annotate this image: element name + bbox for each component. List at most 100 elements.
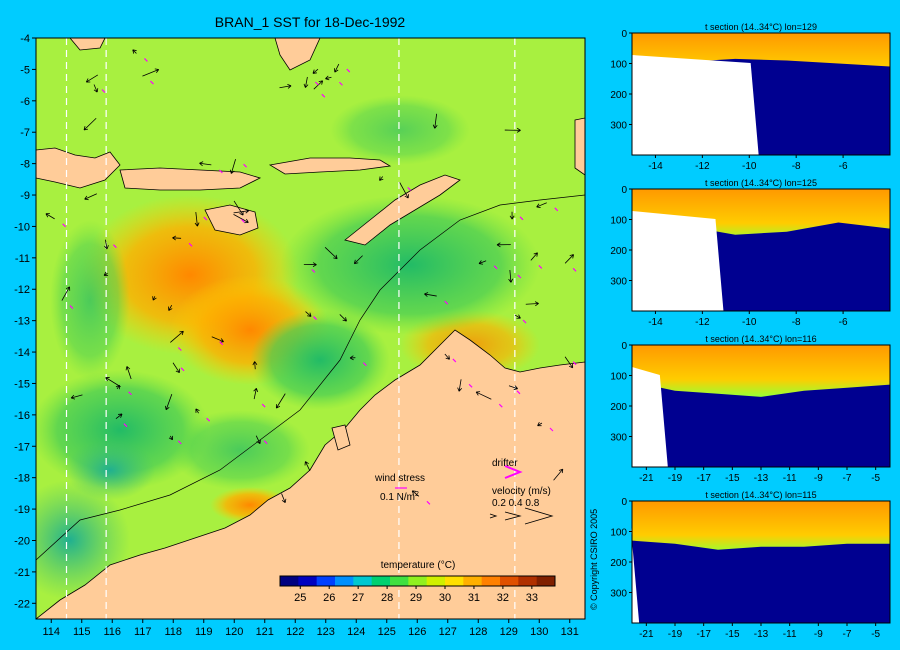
lat-tick-label: -6 xyxy=(839,317,848,328)
lon-tick-label: 124 xyxy=(347,626,365,638)
wind-stress-mark xyxy=(516,390,521,395)
colorbar-segment xyxy=(353,576,373,586)
lat-tick-label: -10 xyxy=(742,161,757,172)
lat-tick-label: -17 xyxy=(14,441,30,453)
colorbar-segment xyxy=(280,576,299,586)
lat-tick-label: -6 xyxy=(839,161,848,172)
wind-stress-mark xyxy=(339,81,343,86)
land-island xyxy=(69,38,106,51)
colorbar-segment xyxy=(536,576,556,586)
velocity-arrow xyxy=(45,213,55,220)
velocity-arrow xyxy=(229,159,236,174)
colorbar-segment xyxy=(390,576,409,586)
lat-axis: -4 -5 -6 -7 -8 -9 -10 -11 -12 -13 -14 -15 -16 -17 -18 -… xyxy=(14,33,36,610)
wind-stress-mark xyxy=(538,264,543,269)
map-frame xyxy=(35,37,586,620)
velocity-arrow xyxy=(142,68,160,77)
lat-tick-label: -21 xyxy=(639,473,654,484)
velocity-arrow xyxy=(312,68,319,74)
lon-tick-label: 119 xyxy=(195,626,213,638)
velocity-arrow xyxy=(508,385,518,390)
depth-tick-label: 200 xyxy=(610,402,627,413)
velocity-arrow xyxy=(168,304,173,311)
colorbar-segment xyxy=(481,576,501,586)
velocity-arrow xyxy=(168,435,174,441)
colorbar-segment xyxy=(426,576,446,586)
velocity-arrow xyxy=(325,75,332,81)
colorbar-segment xyxy=(518,576,538,586)
cool-patch xyxy=(280,195,540,335)
map-title: BRAN_1 SST for 18-Dec-1992 xyxy=(215,14,406,30)
colorbar-tick-label: 29 xyxy=(410,592,422,604)
sst-map: 114 115 116 117 118 119 120 121 122 123 124 125 126 1… xyxy=(14,33,586,638)
lat-tick-label: -12 xyxy=(14,284,30,296)
velocity-arrow xyxy=(339,314,347,322)
velocity-arrow xyxy=(105,377,121,388)
lat-tick-label: -11 xyxy=(783,629,797,640)
velocity-arrow xyxy=(564,356,574,369)
depth-tick-label: 0 xyxy=(621,497,627,508)
section-land xyxy=(631,523,640,623)
velocity-arrow xyxy=(509,211,515,220)
velocity-arrow xyxy=(514,314,521,319)
wind-stress-mark xyxy=(468,383,473,388)
lon-tick-label: 120 xyxy=(225,626,243,638)
wind-stress-mark xyxy=(180,367,185,372)
wind-stress-mark xyxy=(314,81,319,86)
wind-stress-mark xyxy=(177,347,182,351)
lat-tick-label: -13 xyxy=(14,316,30,328)
lat-tick-label: -19 xyxy=(668,473,683,484)
colorbar-tick-label: 25 xyxy=(294,592,306,604)
colorbar-tick-label: 27 xyxy=(352,592,364,604)
velocity-arrow xyxy=(164,393,173,411)
lat-tick-label: -11 xyxy=(15,253,30,265)
colorbar-segment xyxy=(463,576,483,586)
velocity-arrow xyxy=(85,74,99,83)
wind-stress-mark xyxy=(407,187,412,191)
land-island xyxy=(331,424,351,451)
velocity-arrow xyxy=(70,394,83,400)
wind-stress-mark xyxy=(313,316,317,320)
wind-stress-mark xyxy=(311,268,316,273)
velocity-arrow xyxy=(424,292,437,297)
lat-tick-label: -15 xyxy=(725,473,740,484)
colorbar-tick-label: 28 xyxy=(381,592,393,604)
lat-tick-label: -5 xyxy=(20,64,30,76)
wind-stress-mark xyxy=(261,403,266,408)
wind-stress-mark xyxy=(519,216,524,221)
lat-tick-label: -12 xyxy=(695,161,710,172)
velocity-arrow xyxy=(324,247,338,260)
copyright: © Copyright CSIRO 2005 xyxy=(589,509,599,610)
velocity-arrow xyxy=(536,202,547,208)
wind-stress-mark xyxy=(128,391,132,396)
lat-tick-label: -14 xyxy=(648,317,663,328)
wind-stress-mark xyxy=(203,216,208,221)
colorbar-segment xyxy=(445,576,464,586)
velocity-arrow xyxy=(530,252,538,261)
lon-tick-label: 116 xyxy=(103,626,121,638)
colorbar-tick-label: 30 xyxy=(439,592,451,604)
depth-tick-label: 0 xyxy=(621,185,627,196)
wind-stress-mark xyxy=(452,358,457,363)
lat-tick-label: -8 xyxy=(792,317,801,328)
depth-tick-label: 0 xyxy=(621,29,627,40)
land-island xyxy=(574,117,585,176)
lat-tick-label: -19 xyxy=(668,629,683,640)
section-panel: t section (14..34°C) lon=125 0 100 200 300 -1… xyxy=(610,178,891,328)
velocity-arrow xyxy=(303,76,309,88)
velocity-arrow xyxy=(411,490,420,497)
wind-stress-label: wind stress xyxy=(374,473,425,484)
colorbar-segment xyxy=(316,576,336,586)
lon-tick-label: 118 xyxy=(164,626,182,638)
depth-tick-label: 200 xyxy=(610,558,627,569)
colorbar-segment xyxy=(335,576,354,586)
drifter-icon xyxy=(504,465,523,479)
lat-tick-label: -16 xyxy=(14,410,30,422)
section-land xyxy=(632,211,724,311)
colorbar-segment xyxy=(371,576,391,586)
lat-tick-label: -4 xyxy=(20,33,30,45)
lat-tick-label: -19 xyxy=(14,504,30,516)
lat-tick-label: -17 xyxy=(696,629,711,640)
wind-stress-mark xyxy=(150,80,154,85)
